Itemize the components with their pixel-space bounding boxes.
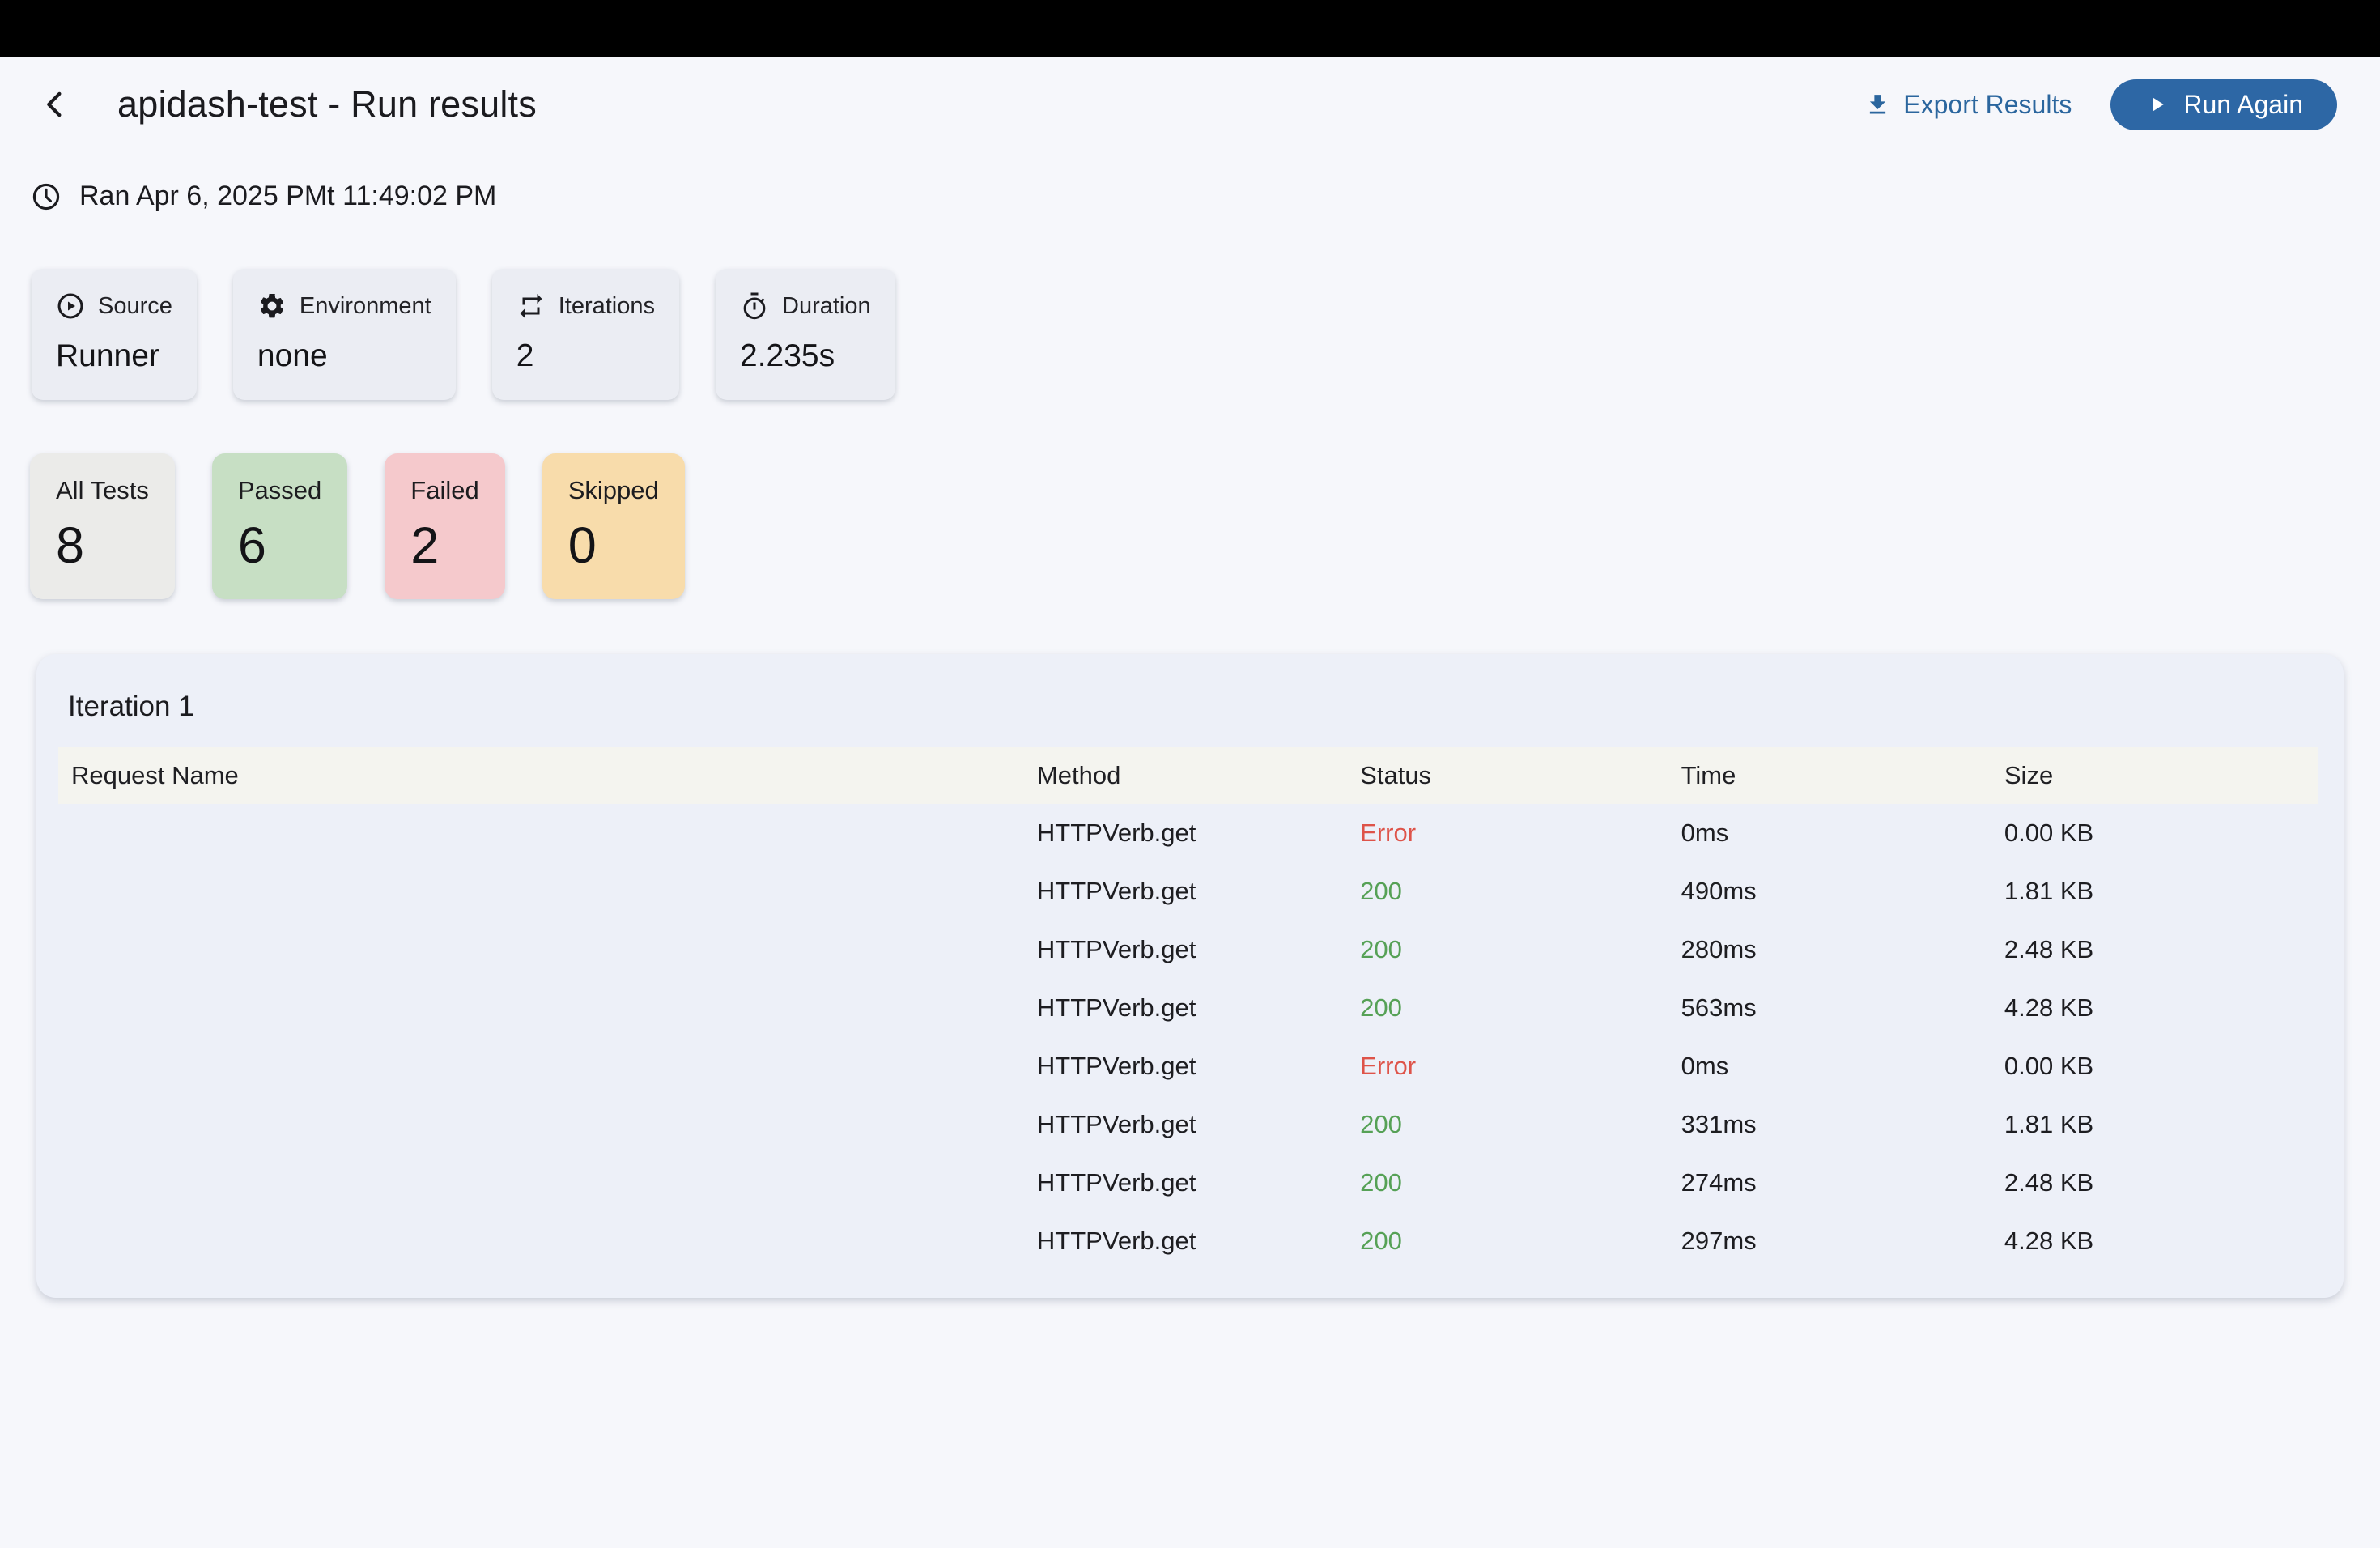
run-again-button[interactable]: Run Again: [2110, 79, 2337, 130]
cell-method: HTTPVerb.get: [1036, 1110, 1196, 1138]
stat-value-failed: 2: [410, 517, 440, 574]
table-row: HTTPVerb.get 200 490ms 1.81 KB: [58, 862, 2318, 921]
meta-card-source: Source Runner: [32, 269, 197, 400]
cell-status: Error: [1360, 819, 1417, 847]
play-icon: [2153, 97, 2165, 112]
table-row: HTTPVerb.get 200 280ms 2.48 KB: [58, 921, 2318, 979]
cell-time: 331ms: [1681, 1110, 1757, 1138]
stat-label-all-tests: All Tests: [56, 476, 149, 504]
cell-method: HTTPVerb.get: [1036, 1227, 1196, 1255]
export-results-label: Export Results: [1903, 89, 2072, 119]
cell-time: 297ms: [1681, 1227, 1757, 1255]
top-black-bar: [0, 0, 2380, 57]
meta-label-source: Source: [98, 292, 172, 319]
col-request-name: Request Name: [71, 761, 239, 789]
run-timestamp: Ran Apr 6, 2025 PMt 11:49:02 PM: [79, 181, 497, 211]
run-results-page: apidash-test - Run results Export Result…: [0, 79, 2380, 1298]
stat-label-passed: Passed: [237, 476, 322, 504]
summary-cards: All Tests 8 Passed 6 Failed 2 Skipped 0: [30, 453, 2380, 599]
meta-card-environment: Environment none: [232, 269, 456, 400]
cell-time: 0ms: [1681, 819, 1729, 847]
cell-time: 274ms: [1681, 1168, 1757, 1197]
stat-value-all-tests: 8: [56, 517, 85, 574]
cell-method: HTTPVerb.get: [1036, 1052, 1196, 1080]
results-table-header: Request Name Method Status Time Size: [58, 747, 2318, 804]
cell-method: HTTPVerb.get: [1036, 877, 1196, 905]
table-row: HTTPVerb.get 200 297ms 4.28 KB: [58, 1212, 2318, 1270]
cell-status: 200: [1360, 993, 1402, 1022]
meta-label-environment: Environment: [299, 292, 431, 319]
table-row: HTTPVerb.get 200 274ms 2.48 KB: [58, 1154, 2318, 1212]
cell-time: 563ms: [1681, 993, 1757, 1022]
stat-card-skipped: Skipped 0: [542, 453, 685, 599]
cell-size: 1.81 KB: [2004, 1110, 2094, 1138]
meta-value-source: Runner: [56, 338, 159, 373]
table-row: HTTPVerb.get 200 331ms 1.81 KB: [58, 1095, 2318, 1154]
table-row: HTTPVerb.get Error 0ms 0.00 KB: [58, 804, 2318, 862]
cell-status: 200: [1360, 935, 1402, 963]
meta-value-environment: none: [257, 338, 328, 373]
iteration-section: Iteration 1 Request Name Method Status T…: [36, 654, 2344, 1298]
gear-icon: [260, 293, 283, 318]
stat-label-skipped: Skipped: [567, 476, 659, 504]
cell-size: 4.28 KB: [2004, 1227, 2094, 1255]
download-icon: [1870, 94, 1886, 113]
table-row: HTTPVerb.get Error 0ms 0.00 KB: [58, 1037, 2318, 1095]
cell-size: 2.48 KB: [2004, 1168, 2094, 1197]
col-size: Size: [2004, 761, 2054, 789]
meta-card-duration: Duration 2.235s: [716, 269, 895, 400]
cell-size: 0.00 KB: [2004, 1052, 2094, 1080]
cell-method: HTTPVerb.get: [1036, 993, 1196, 1022]
meta-value-iterations: 2: [516, 338, 534, 373]
cell-status: 200: [1360, 1110, 1402, 1138]
repeat-icon: [520, 294, 542, 318]
meta-card-iterations: Iterations 2: [491, 269, 679, 400]
stat-label-failed: Failed: [410, 476, 479, 504]
stat-card-failed: Failed 2: [385, 453, 505, 599]
stat-card-passed: Passed 6: [211, 453, 348, 599]
clock-icon: [32, 183, 60, 210]
cell-time: 490ms: [1681, 877, 1757, 905]
cell-status: 200: [1360, 877, 1402, 905]
cell-size: 4.28 KB: [2004, 993, 2094, 1022]
stat-value-skipped: 0: [567, 517, 597, 574]
stat-card-all-tests: All Tests 8: [30, 453, 175, 599]
cell-time: 0ms: [1681, 1052, 1729, 1080]
cell-method: HTTPVerb.get: [1036, 819, 1196, 847]
meta-label-duration: Duration: [782, 292, 871, 319]
col-status: Status: [1360, 761, 1432, 789]
cell-status: 200: [1360, 1168, 1402, 1197]
timer-icon: [743, 292, 766, 320]
run-timestamp-row: Ran Apr 6, 2025 PMt 11:49:02 PM: [31, 181, 2380, 212]
cell-time: 280ms: [1681, 935, 1757, 963]
run-again-label: Run Again: [2183, 89, 2303, 119]
play-circle-icon: [57, 293, 83, 319]
cell-status: 200: [1360, 1227, 1402, 1255]
cell-status: Error: [1360, 1052, 1417, 1080]
cell-method: HTTPVerb.get: [1036, 1168, 1196, 1197]
run-meta-cards: Source Runner Environment none Iteration…: [32, 269, 2380, 400]
page-title: apidash-test - Run results: [117, 83, 537, 125]
iteration-title: Iteration 1: [68, 691, 194, 722]
table-row: HTTPVerb.get 200 563ms 4.28 KB: [58, 979, 2318, 1037]
cell-method: HTTPVerb.get: [1036, 935, 1196, 963]
stat-value-passed: 6: [237, 517, 266, 574]
export-results-button[interactable]: Export Results: [1864, 90, 2072, 120]
col-method: Method: [1036, 761, 1121, 789]
cell-size: 0.00 KB: [2004, 819, 2094, 847]
page-header: apidash-test - Run results Export Result…: [0, 79, 2380, 130]
col-time: Time: [1681, 761, 1736, 789]
cell-size: 1.81 KB: [2004, 877, 2094, 905]
cell-size: 2.48 KB: [2004, 935, 2094, 963]
meta-label-iterations: Iterations: [558, 292, 655, 319]
meta-value-duration: 2.235s: [740, 338, 835, 373]
back-button[interactable]: [36, 85, 75, 124]
back-chevron-icon: [47, 91, 62, 117]
